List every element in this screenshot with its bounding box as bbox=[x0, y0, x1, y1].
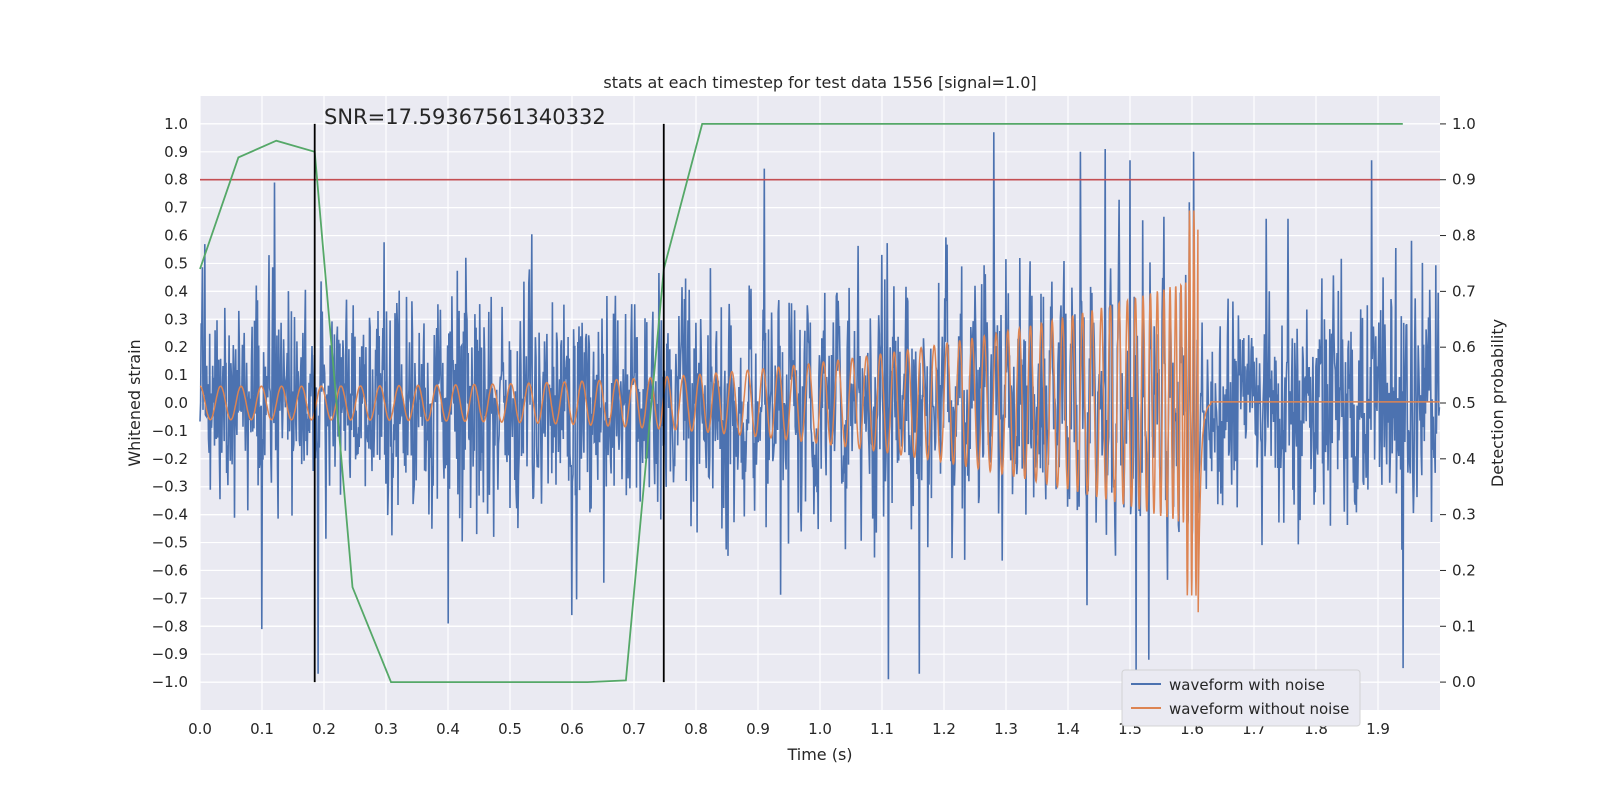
y2-tick-label: 0.7 bbox=[1452, 282, 1476, 300]
x-tick-label: 0.3 bbox=[374, 720, 398, 738]
y-tick-label: 1.0 bbox=[164, 115, 188, 133]
y-tick-label: −0.7 bbox=[152, 589, 188, 607]
y2-tick-label: 0.1 bbox=[1452, 617, 1476, 635]
y-tick-label: −0.1 bbox=[152, 422, 188, 440]
x-tick-label: 0.4 bbox=[436, 720, 460, 738]
y-tick-label: −0.3 bbox=[152, 478, 188, 496]
y-axis-label: Whitened strain bbox=[125, 339, 144, 466]
y2-tick-label: 0.9 bbox=[1452, 171, 1476, 189]
y-tick-label: 0.4 bbox=[164, 282, 188, 300]
x-tick-label: 1.3 bbox=[994, 720, 1018, 738]
y2-axis-label: Detection probability bbox=[1488, 319, 1507, 487]
y-tick-label: −0.2 bbox=[152, 450, 188, 468]
y-tick-label: 0.8 bbox=[164, 171, 188, 189]
y2-tick-label: 0.3 bbox=[1452, 506, 1476, 524]
y-tick-label: 0.1 bbox=[164, 366, 188, 384]
x-tick-label: 1.1 bbox=[870, 720, 894, 738]
x-tick-label: 1.2 bbox=[932, 720, 956, 738]
x-tick-label: 0.0 bbox=[188, 720, 212, 738]
x-tick-label: 0.7 bbox=[622, 720, 646, 738]
y-tick-label: 0.6 bbox=[164, 227, 188, 245]
legend-label-clean: waveform without noise bbox=[1169, 700, 1349, 718]
x-tick-label: 0.2 bbox=[312, 720, 336, 738]
y-tick-label: −0.8 bbox=[152, 617, 188, 635]
y2-tick-label: 0.0 bbox=[1452, 673, 1476, 691]
y-tick-label: −0.4 bbox=[152, 506, 188, 524]
x-tick-label: 0.6 bbox=[560, 720, 584, 738]
y-tick-label: 0.0 bbox=[164, 394, 188, 412]
x-tick-label: 1.4 bbox=[1056, 720, 1080, 738]
y2-tick-label: 0.2 bbox=[1452, 561, 1476, 579]
x-tick-label: 0.9 bbox=[746, 720, 770, 738]
y-tick-label: 0.5 bbox=[164, 254, 188, 272]
legend: waveform with noise waveform without noi… bbox=[1122, 670, 1360, 726]
x-axis-label: Time (s) bbox=[786, 745, 852, 764]
x-tick-label: 0.8 bbox=[684, 720, 708, 738]
y-tick-label: 0.2 bbox=[164, 338, 188, 356]
x-tick-label: 0.5 bbox=[498, 720, 522, 738]
y-tick-label: 0.7 bbox=[164, 199, 188, 217]
x-tick-label: 1.9 bbox=[1366, 720, 1390, 738]
x-tick-label: 0.1 bbox=[250, 720, 274, 738]
y-tick-label: −0.5 bbox=[152, 534, 188, 552]
y-tick-label: 0.3 bbox=[164, 310, 188, 328]
y2-tick-label: 0.4 bbox=[1452, 450, 1476, 468]
y2-tick-label: 1.0 bbox=[1452, 115, 1476, 133]
legend-label-noisy: waveform with noise bbox=[1169, 676, 1325, 694]
y-tick-label: −1.0 bbox=[152, 673, 188, 691]
snr-annotation: SNR=17.59367561340332 bbox=[324, 105, 606, 129]
chart-title: stats at each timestep for test data 155… bbox=[603, 73, 1036, 92]
y-tick-label: 0.9 bbox=[164, 143, 188, 161]
y2-tick-label: 0.6 bbox=[1452, 338, 1476, 356]
x-tick-label: 1.0 bbox=[808, 720, 832, 738]
y2-tick-label: 0.5 bbox=[1452, 394, 1476, 412]
y-tick-label: −0.9 bbox=[152, 645, 188, 663]
y-tick-label: −0.6 bbox=[152, 561, 188, 579]
y2-tick-label: 0.8 bbox=[1452, 227, 1476, 245]
